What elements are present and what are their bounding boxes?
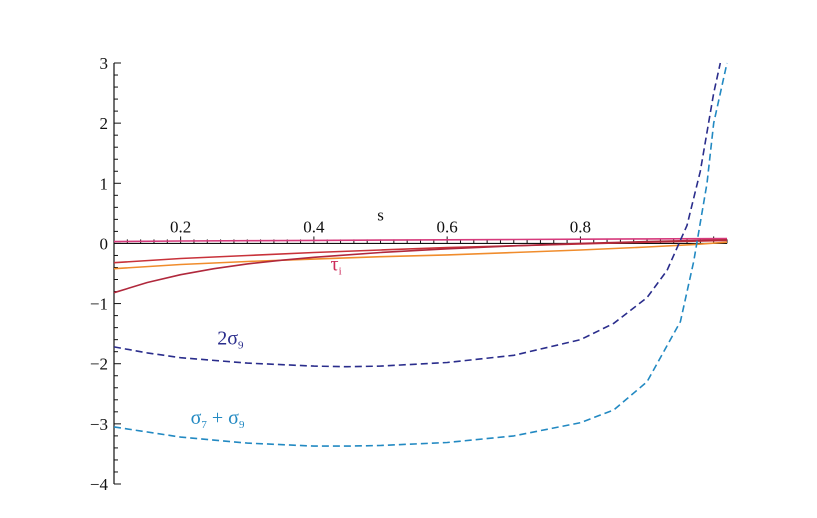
series-group [113, 62, 728, 447]
y-tick-label: 2 [100, 114, 109, 133]
annotations: τi 2σ9 σ7 + σ9 [191, 253, 342, 430]
x-axis-label: s [377, 205, 384, 224]
y-tick-label: 3 [100, 54, 109, 73]
curve-annotation-3: σ7 + σ9 [191, 407, 245, 431]
x-tick-label: 0.4 [303, 217, 325, 236]
series-line-3 [113, 241, 728, 270]
series-line-5 [113, 62, 722, 368]
x-tick-label: 0.6 [437, 217, 458, 236]
x-tick-label: 0.8 [570, 217, 591, 236]
series-line-1 [113, 237, 728, 243]
axes: 3 2 1 0 −1 −2 −3 −4 0.2 0.4 0.6 0.8 s [90, 54, 728, 494]
y-tick-label: −2 [90, 355, 108, 374]
y-tick-label: 1 [100, 174, 109, 193]
x-tick-label: 0.2 [170, 217, 191, 236]
y-tick-label: −4 [90, 475, 109, 494]
y-tick-label: −1 [90, 295, 108, 314]
curve-annotation-2: 2σ9 [217, 327, 244, 351]
series-line-4 [113, 239, 728, 294]
y-tick-label: −3 [90, 415, 108, 434]
y-tick-label: 0 [100, 234, 109, 253]
curve-annotation-1: τi [331, 253, 342, 277]
series-line-6 [113, 62, 728, 447]
